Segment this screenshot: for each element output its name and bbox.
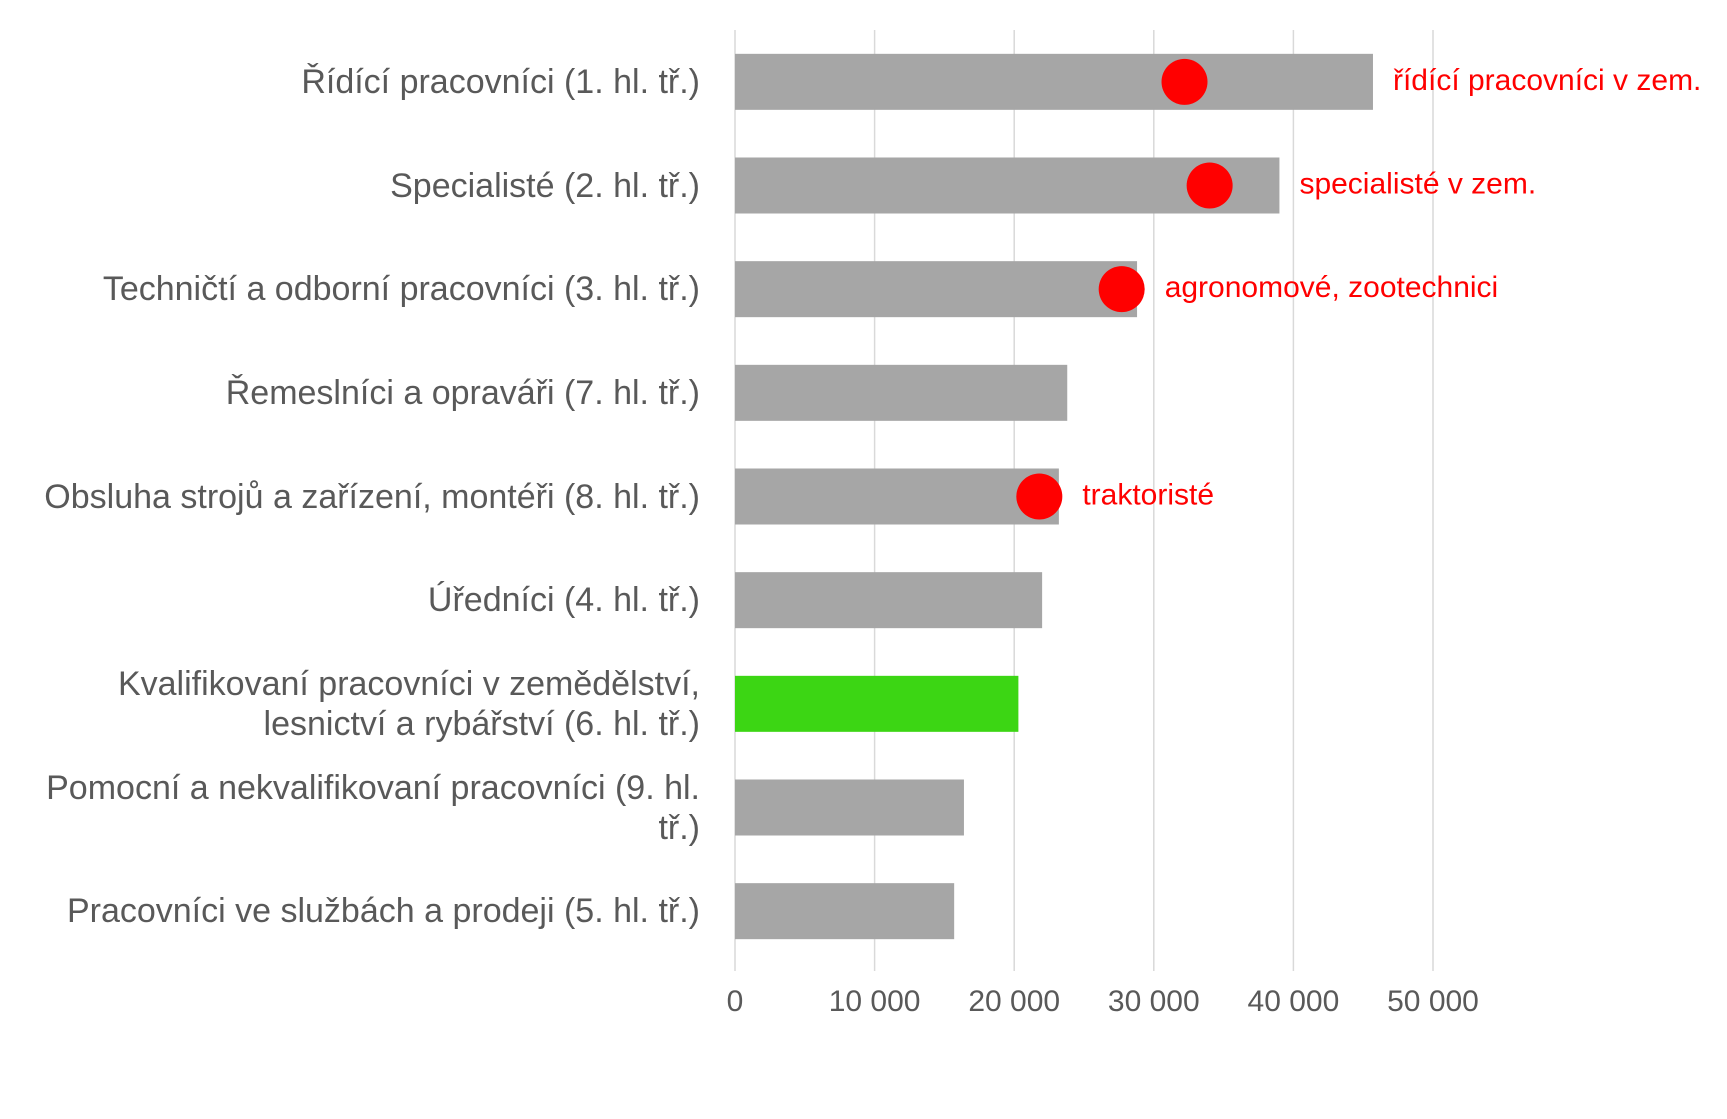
y-tick-label: Úředníci (4. hl. tř.) [427,581,700,620]
bar [735,364,1068,421]
y-tick-label: Obsluha strojů a zařízení, montéři (8. h… [44,477,700,516]
y-tick-label: Řídící pracovníci (1. hl. tř.) [301,62,700,101]
marker [1161,58,1208,105]
y-tick-label: Kvalifikovaní pracovníci v zemědělství, … [117,664,700,743]
y-tick-label: Techničtí a odborní pracovníci (3. hl. t… [102,270,700,309]
bar [735,468,1059,525]
marker [1016,473,1063,520]
y-tick-label: Specialisté (2. hl. tř.) [390,166,700,205]
y-tick-label: Pomocní a nekvalifikovaní pracovníci (9.… [46,768,700,847]
x-tick-label: 20 000 [968,985,1060,1018]
y-tick-label: Řemeslníci a opraváři (7. hl. tř.) [225,373,700,412]
x-tick-label: 50 000 [1387,985,1479,1018]
x-tick-label: 0 [727,985,744,1018]
marker [1098,266,1145,313]
x-tick-label: 30 000 [1108,985,1200,1018]
marker-label: traktoristé [1082,478,1214,511]
bar [735,261,1138,318]
marker-label: agronomové, zootechnici [1165,271,1499,304]
bar [735,883,955,940]
marker-label: řídící pracovníci v zem. [1393,64,1701,97]
marker-label: specialisté v zem. [1299,167,1536,200]
bar [735,779,964,836]
y-tick-label: Pracovníci ve službách a prodeji (5. hl.… [66,892,700,931]
bar [735,675,1019,732]
x-tick-label: 10 000 [829,985,921,1018]
x-tick-label: 40 000 [1248,985,1340,1018]
bar [735,53,1373,110]
bar [735,572,1043,629]
marker [1186,162,1233,209]
